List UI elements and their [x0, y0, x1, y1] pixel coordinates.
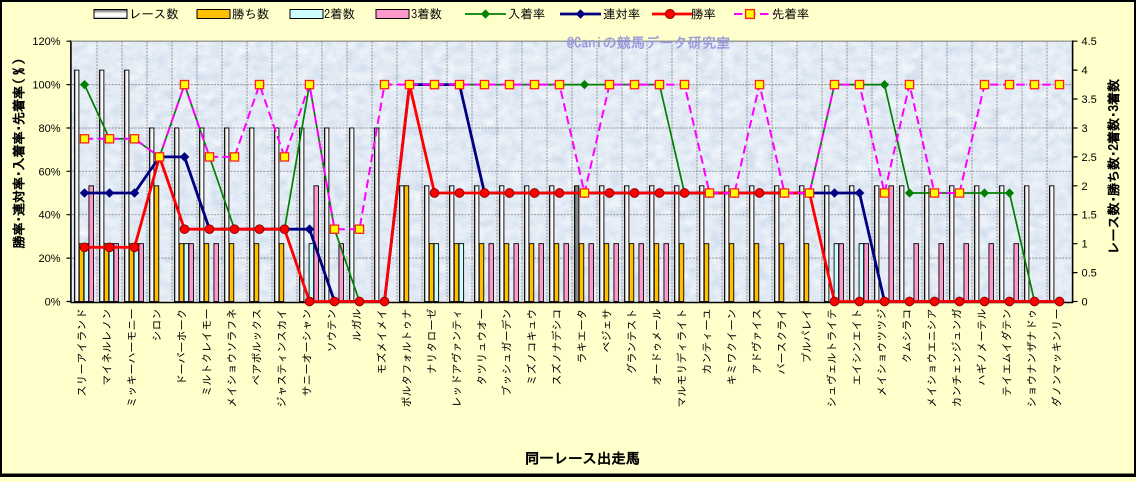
svg-text:120%: 120% — [32, 36, 60, 48]
svg-text:4: 4 — [1082, 65, 1088, 77]
svg-text:60%: 60% — [38, 166, 60, 178]
svg-text:3.5: 3.5 — [1082, 94, 1097, 106]
svg-text:0.5: 0.5 — [1082, 268, 1097, 280]
svg-text:100%: 100% — [32, 80, 60, 92]
svg-text:0: 0 — [1082, 297, 1088, 309]
svg-text:1: 1 — [1082, 239, 1088, 251]
svg-text:0%: 0% — [45, 297, 61, 309]
svg-text:4.5: 4.5 — [1082, 36, 1097, 48]
svg-text:1.5: 1.5 — [1082, 210, 1097, 222]
svg-text:40%: 40% — [38, 210, 60, 222]
svg-text:20%: 20% — [38, 253, 60, 265]
svg-text:80%: 80% — [38, 123, 60, 135]
svg-text:2.5: 2.5 — [1082, 152, 1097, 164]
svg-text:2: 2 — [1082, 181, 1088, 193]
svg-text:3: 3 — [1082, 123, 1088, 135]
